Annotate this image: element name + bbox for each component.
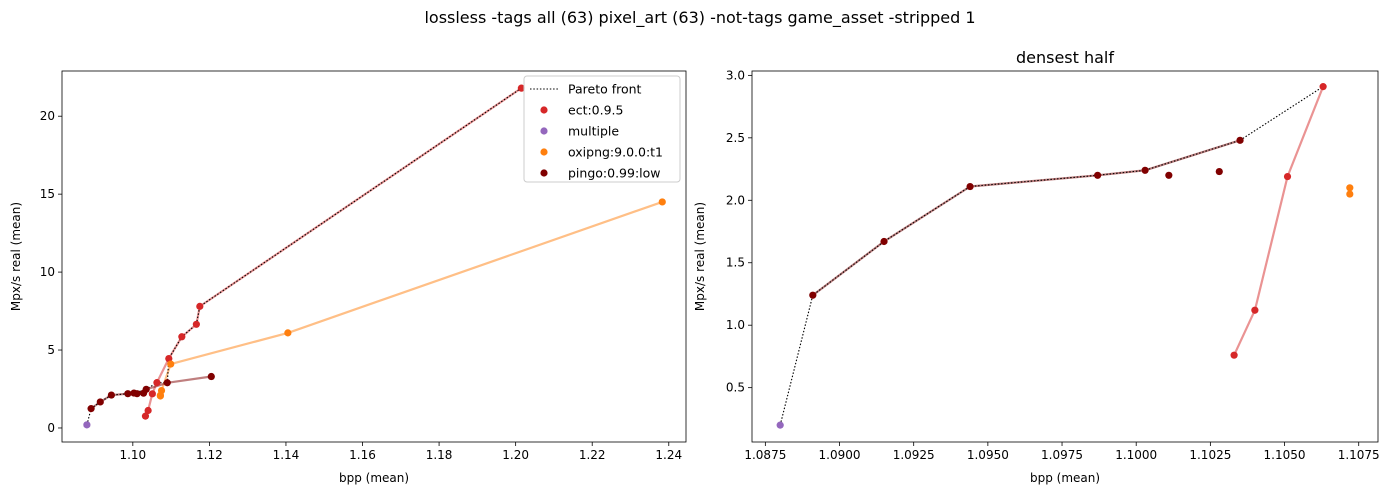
series-line-ect — [144, 87, 523, 417]
data-point-pingo — [124, 390, 132, 398]
x-tick-label: 1.0875 — [744, 448, 786, 462]
legend-swatch-ect — [540, 106, 548, 114]
pareto-front-line — [779, 86, 1324, 426]
data-point-pingo — [87, 405, 95, 413]
data-point-pingo — [142, 385, 150, 393]
plot-area — [776, 83, 1354, 429]
data-point-pingo — [809, 291, 817, 299]
y-tick-label: 2.0 — [726, 193, 745, 207]
data-point-ect — [141, 412, 150, 420]
legend-label: pingo:0.99:low — [568, 166, 661, 181]
series-line-pingo_front — [812, 139, 1241, 297]
y-tick-label: 2.5 — [726, 131, 745, 145]
y-tick-label: 20 — [40, 109, 55, 123]
y-tick-label: 1.0 — [726, 318, 745, 332]
data-point-ect — [148, 390, 156, 398]
data-point-multiple — [83, 421, 91, 429]
figure-title: lossless -tags all (63) pixel_art (63) -… — [424, 8, 976, 27]
series-line-ect — [1233, 86, 1325, 356]
data-point-ect — [517, 84, 525, 92]
legend-label: oxipng:9.0.0:t1 — [568, 145, 663, 160]
axes-frame — [61, 70, 687, 443]
y-axis-label: Mpx/s real (mean) — [9, 202, 23, 311]
x-tick-label: 1.16 — [349, 448, 376, 462]
chart-panel-2: 1.0875 1.0900 1.0925 1.0950 1.0975 1.1000 1.10… — [693, 48, 1380, 485]
y-tick-label: 0 — [47, 421, 55, 435]
legend-label: multiple — [568, 124, 619, 139]
data-point-pingo — [163, 379, 171, 387]
data-point-pingo — [133, 390, 141, 398]
y-tick-label: 1.5 — [726, 256, 745, 270]
x-tick-label: 1.1050 — [1264, 448, 1306, 462]
data-point-ect — [144, 406, 152, 415]
axes-frame — [751, 70, 1379, 443]
x-axis-label: bpp (mean) — [339, 471, 409, 485]
data-point-ect — [165, 355, 173, 363]
data-point-pingo — [107, 391, 115, 399]
data-point-oxipng — [1346, 184, 1354, 192]
data-point-ect — [1251, 306, 1259, 314]
data-point-pingo — [96, 398, 104, 406]
legend-swatch-pingo — [540, 169, 548, 177]
x-tick-label: 1.0900 — [819, 448, 861, 462]
x-tick-label: 1.22 — [579, 448, 606, 462]
x-tick-label: 1.18 — [426, 448, 453, 462]
legend-swatch-oxipng — [540, 148, 548, 156]
x-tick-label: 1.1000 — [1115, 448, 1157, 462]
y-tick-label: 10 — [40, 265, 55, 279]
data-point-ect — [196, 302, 204, 310]
data-point-oxipng — [1346, 190, 1354, 198]
data-point-ect — [192, 320, 200, 328]
y-tick-label: 3.0 — [726, 68, 745, 82]
x-tick-label: 1.0925 — [893, 448, 935, 462]
data-point-ect — [153, 379, 161, 387]
pareto-front-line — [86, 87, 522, 426]
data-point-pingo — [1094, 171, 1102, 179]
x-axis-label: bpp (mean) — [1030, 471, 1100, 485]
legend-box — [523, 75, 681, 183]
series-line-oxipng — [159, 200, 663, 397]
x-tick-label: 1.1025 — [1189, 448, 1231, 462]
legend-label: Pareto front — [568, 82, 642, 97]
data-point-oxipng — [658, 198, 666, 206]
x-tick-label: 1.1075 — [1338, 448, 1380, 462]
chart-title: densest half — [1016, 48, 1114, 67]
data-point-pingo — [880, 237, 888, 246]
data-point-oxipng — [284, 329, 292, 337]
x-tick-label: 1.0950 — [967, 448, 1009, 462]
data-point-oxipng — [157, 386, 166, 395]
data-point-pingo — [1141, 166, 1149, 174]
data-point-pingo — [1165, 171, 1173, 179]
legend: Pareto front ect:0.9.5 multiple oxipng:9.0.… — [523, 75, 681, 183]
plot-area — [83, 84, 666, 429]
chart-panel-1: 1.10 1.12 1.14 1.16 1.18 1.20 1.22 1.24 0 5 10 15 20… — [9, 70, 687, 485]
data-point-pingo — [1236, 136, 1244, 144]
x-tick-label: 1.24 — [655, 448, 682, 462]
x-tick-label: 1.0975 — [1041, 448, 1083, 462]
y-tick-label: 0.5 — [726, 381, 745, 395]
data-point-oxipng — [167, 360, 175, 368]
data-point-ect — [178, 333, 186, 341]
data-point-ect — [1230, 351, 1238, 359]
data-point-ect — [1319, 83, 1327, 91]
data-point-pingo — [1215, 167, 1223, 176]
x-tick-label: 1.10 — [119, 448, 146, 462]
data-point-multiple — [776, 421, 784, 429]
x-tick-label: 1.20 — [502, 448, 529, 462]
data-point-ect — [1283, 172, 1292, 181]
y-tick-label: 15 — [40, 187, 55, 201]
y-axis-label: Mpx/s real (mean) — [693, 202, 707, 311]
x-tick-label: 1.12 — [196, 448, 223, 462]
legend-label: ect:0.9.5 — [568, 103, 623, 118]
y-tick-label: 5 — [47, 343, 55, 357]
data-point-pingo — [966, 182, 974, 191]
legend-swatch-multiple — [540, 127, 548, 135]
x-tick-label: 1.14 — [273, 448, 300, 462]
data-point-pingo — [207, 372, 215, 381]
